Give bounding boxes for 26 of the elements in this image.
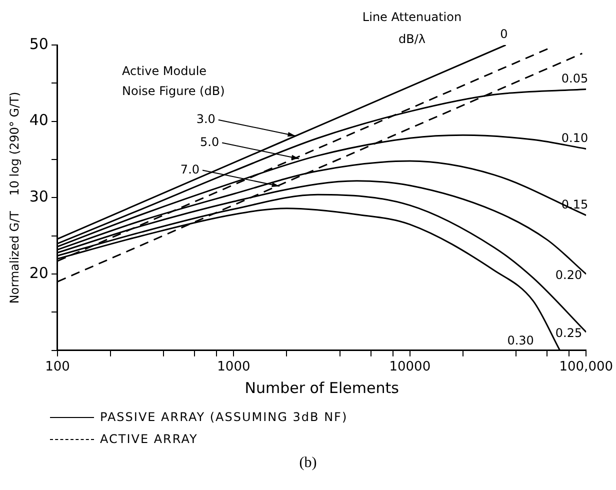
annotation: dB/λ <box>398 32 426 46</box>
x-tick-label: 1000 <box>217 360 250 375</box>
text: Line Attenuation <box>362 10 462 24</box>
annotation: 5.0 <box>200 134 220 149</box>
y-tick-label: 50 <box>29 34 48 53</box>
text: ACTIVE ARRAY <box>100 432 198 446</box>
text: PASSIVE ARRAY (ASSUMING 3dB NF) <box>100 410 348 424</box>
y-tick-label: 20 <box>29 264 48 282</box>
series-label: 0 <box>500 27 508 42</box>
annotation: 3.0 <box>196 112 216 126</box>
annotation: Active Module <box>122 64 207 78</box>
series-label: 0.30 <box>507 334 534 348</box>
annotation: Noise Figure (dB) <box>122 84 225 98</box>
series-label: 0.20 <box>555 268 582 282</box>
y-tick-label: 30 <box>29 188 48 206</box>
x-tick-label: 100,000 <box>559 360 614 375</box>
y-axis-title: Normalized G/T 10 log (290° G/T) <box>7 92 22 304</box>
series-label: 0.05 <box>561 71 588 86</box>
x-tick-label: 100 <box>45 360 70 375</box>
x-axis-title: Number of Elements <box>244 378 400 397</box>
series-label: 0.25 <box>555 326 582 340</box>
x-tick-label: 10000 <box>389 360 431 375</box>
annotation: 7.0 <box>180 162 200 176</box>
y-tick-label: 40 <box>29 111 48 130</box>
series-label: 0.10 <box>561 130 588 145</box>
text: (b) <box>298 455 318 472</box>
